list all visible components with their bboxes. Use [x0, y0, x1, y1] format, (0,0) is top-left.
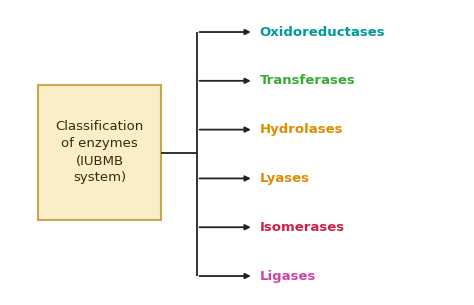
Text: Oxidoreductases: Oxidoreductases: [260, 26, 385, 38]
Text: Ligases: Ligases: [260, 270, 316, 282]
Text: Lyases: Lyases: [260, 172, 310, 185]
Text: Isomerases: Isomerases: [260, 221, 345, 234]
Text: Classification
of enzymes
(IUBMB
system): Classification of enzymes (IUBMB system): [55, 120, 144, 185]
Text: Hydrolases: Hydrolases: [260, 123, 343, 136]
Text: Transferases: Transferases: [260, 74, 356, 87]
FancyBboxPatch shape: [38, 85, 161, 220]
